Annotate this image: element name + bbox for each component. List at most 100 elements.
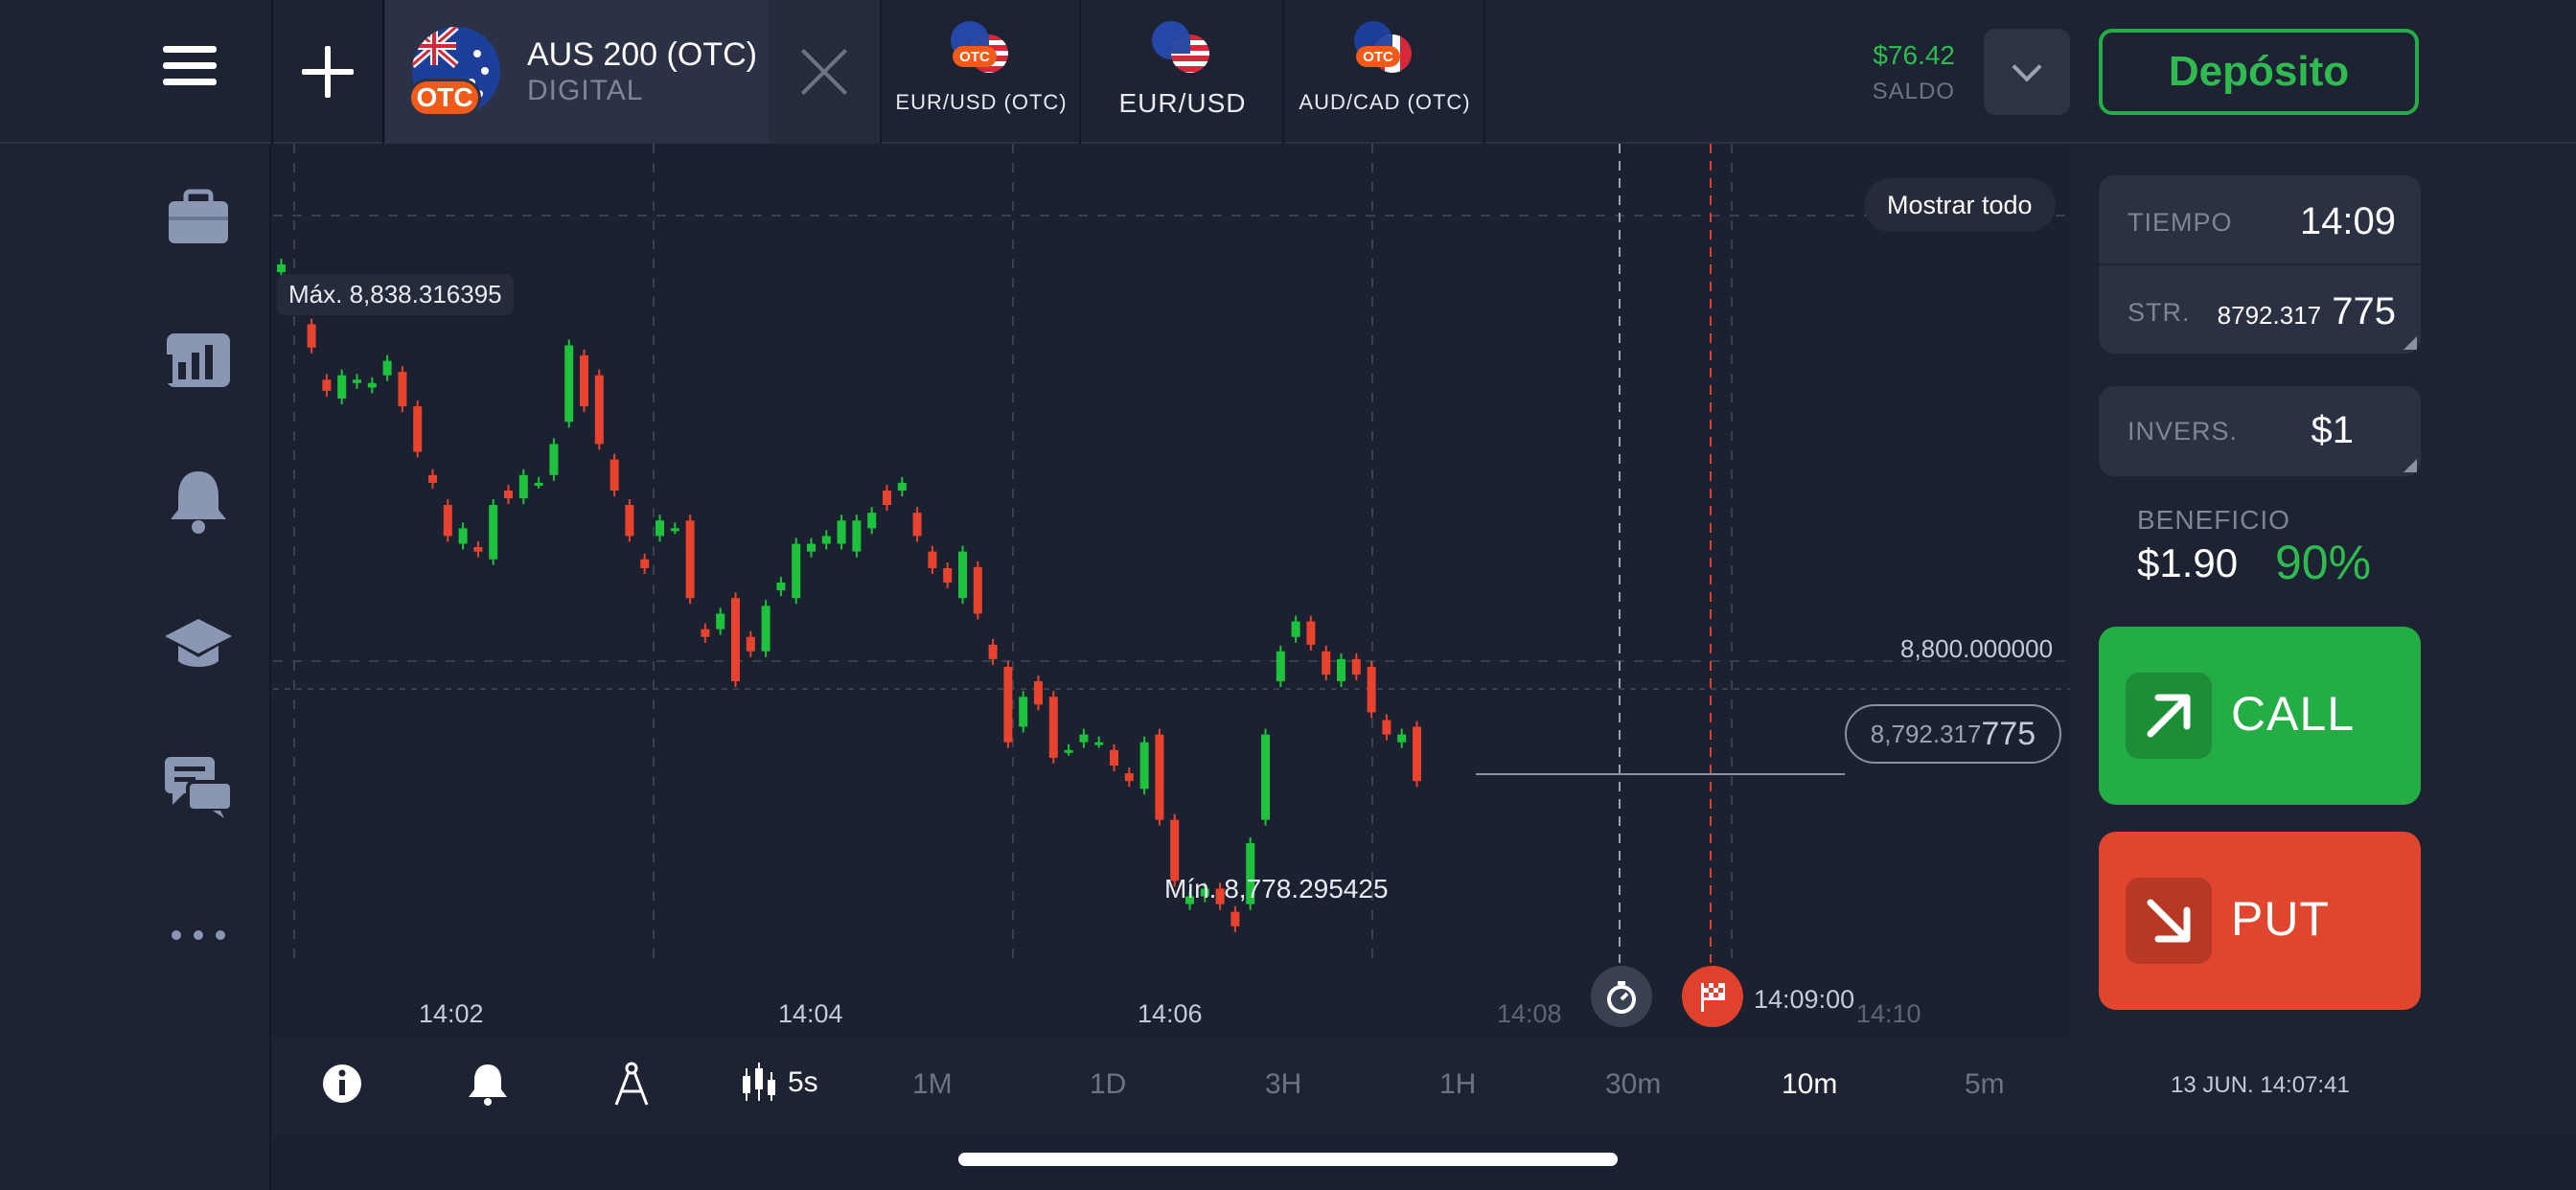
- candle: [943, 568, 953, 584]
- candlestick-chart[interactable]: [273, 144, 2070, 1040]
- chart-icon[interactable]: [163, 326, 234, 393]
- x-tick: 14:08: [1497, 999, 1562, 1028]
- candle: [625, 505, 634, 537]
- tab-eur-usd-otc[interactable]: OTC EUR/USD (OTC): [884, 0, 1081, 144]
- range-1M[interactable]: 1M: [912, 1068, 953, 1100]
- corner-indicator: [2404, 459, 2417, 472]
- expiry-time: 14:09:00: [1754, 985, 1855, 1014]
- candle: [504, 491, 513, 499]
- range-30m[interactable]: 30m: [1605, 1068, 1662, 1100]
- chart-type-button[interactable]: 5s: [740, 1061, 818, 1105]
- candle: [837, 520, 846, 544]
- show-all-button[interactable]: Mostrar todo: [1864, 178, 2056, 232]
- finish-flag-icon[interactable]: [1682, 966, 1743, 1027]
- home-indicator: [958, 1153, 1618, 1166]
- candle: [580, 355, 588, 407]
- candle: [398, 372, 407, 407]
- menu-icon[interactable]: [163, 46, 230, 100]
- datetime-label: 13 JUN. 14:07:41: [2171, 1072, 2350, 1098]
- corner-indicator: [2404, 336, 2417, 350]
- candle: [1276, 651, 1285, 682]
- range-10m[interactable]: 10m: [1782, 1068, 1838, 1100]
- account-dropdown-button[interactable]: [1984, 29, 2070, 115]
- candle: [443, 505, 452, 537]
- candle: [1110, 749, 1118, 766]
- price-chart[interactable]: Mostrar todo Máx. 8,838.316395 Mín. 8,77…: [273, 144, 2070, 1040]
- eur-usd-flag-icon: OTC: [951, 19, 1012, 77]
- candle: [746, 636, 755, 652]
- alert-bell-icon[interactable]: [465, 1061, 511, 1114]
- balance[interactable]: $76.42 SALDO: [1873, 40, 1955, 105]
- more-icon[interactable]: [163, 895, 234, 962]
- candle: [307, 324, 316, 348]
- x-tick: 14:04: [778, 999, 843, 1028]
- bottom-toolbar: 5s 1M 1D 3H 1H 30m 10m 5m 13 JUN. 14:07:…: [273, 1040, 2576, 1135]
- candle: [685, 520, 695, 599]
- add-asset-button[interactable]: [271, 0, 384, 144]
- interval-label: 5s: [788, 1066, 818, 1098]
- candle: [701, 629, 710, 637]
- x-tick: 14:06: [1138, 999, 1203, 1028]
- candle: [1094, 742, 1104, 745]
- current-price-head: 8,792.317: [1870, 719, 1982, 748]
- range-3H[interactable]: 3H: [1265, 1068, 1302, 1100]
- candle: [928, 551, 937, 569]
- strike-value[interactable]: 8792.317 775: [2217, 290, 2396, 332]
- trade-panel: TIEMPO 14:09 STR. 8792.317 775 INVERS. $…: [2070, 144, 2576, 1040]
- sidebar: [0, 144, 271, 1190]
- profit-amount: $1.90: [2137, 540, 2239, 585]
- candle: [958, 551, 967, 599]
- deposit-button[interactable]: Depósito: [2099, 29, 2419, 115]
- drawing-tools-icon[interactable]: [610, 1061, 653, 1114]
- candle: [473, 547, 483, 552]
- candle: [1397, 734, 1407, 743]
- candle: [413, 406, 423, 452]
- x-tick: 14:10: [1856, 999, 1921, 1028]
- candle: [1064, 749, 1073, 753]
- candle: [761, 606, 770, 652]
- time-strike-box[interactable]: TIEMPO 14:09 STR. 8792.317 775: [2099, 175, 2421, 354]
- candle: [1351, 658, 1361, 675]
- candle: [1139, 742, 1149, 790]
- chat-icon[interactable]: [163, 753, 234, 820]
- arrow-up-right-icon: [2126, 673, 2212, 759]
- candle: [458, 528, 468, 544]
- candle: [353, 379, 361, 383]
- candle: [382, 360, 392, 376]
- candle: [670, 528, 679, 532]
- price-level-label: 8,800.000000: [1900, 634, 2054, 663]
- candle: [1003, 667, 1013, 743]
- candle: [518, 474, 528, 499]
- range-1D[interactable]: 1D: [1090, 1068, 1127, 1100]
- stopwatch-icon[interactable]: [1591, 966, 1652, 1027]
- investment-field[interactable]: INVERS. $1: [2099, 386, 2421, 476]
- tab-eur-usd[interactable]: EUR/USD: [1083, 0, 1284, 144]
- education-icon[interactable]: [163, 611, 234, 678]
- investment-value[interactable]: $1: [2311, 409, 2355, 451]
- candle: [1246, 842, 1255, 904]
- portfolio-icon[interactable]: [163, 184, 234, 251]
- tab-aud-cad-otc[interactable]: OTC AUD/CAD (OTC): [1286, 0, 1485, 144]
- max-price-label: Máx. 8,838.316395: [277, 274, 514, 315]
- put-button[interactable]: PUT: [2099, 832, 2421, 1010]
- range-5m[interactable]: 5m: [1965, 1068, 2005, 1100]
- info-icon[interactable]: [321, 1063, 363, 1112]
- candle: [656, 520, 664, 537]
- candle: [564, 345, 574, 423]
- x-tick: 14:02: [419, 999, 484, 1028]
- time-value[interactable]: 14:09: [2299, 200, 2396, 242]
- candle: [1200, 888, 1209, 897]
- candle: [1367, 667, 1376, 713]
- candle: [731, 598, 740, 682]
- call-button[interactable]: CALL: [2099, 627, 2421, 805]
- candle: [1413, 726, 1421, 782]
- range-1H[interactable]: 1H: [1439, 1068, 1477, 1100]
- candle: [1155, 734, 1164, 820]
- investment-label: INVERS.: [2128, 417, 2239, 446]
- candle: [1034, 681, 1043, 705]
- active-asset-tab[interactable]: OTC AUS 200 (OTC) DIGITAL: [385, 0, 769, 144]
- alerts-bell-icon[interactable]: [163, 468, 234, 535]
- close-tab-button[interactable]: [769, 0, 882, 144]
- tab-label: EUR/USD: [1118, 88, 1247, 118]
- candle: [610, 459, 619, 492]
